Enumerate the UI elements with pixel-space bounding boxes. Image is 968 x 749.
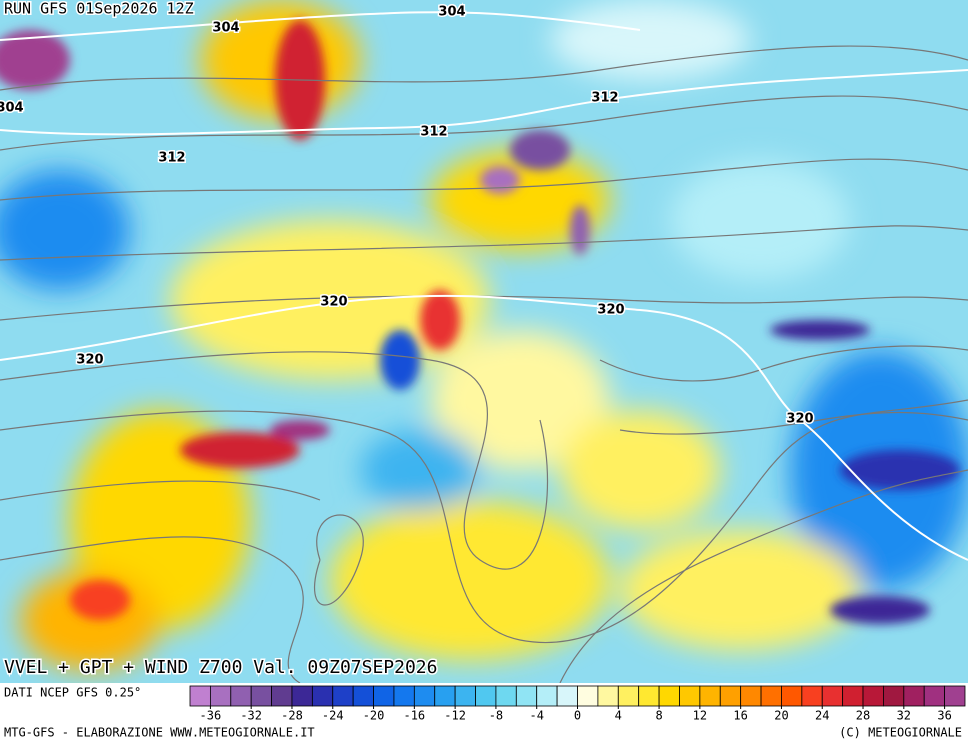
colorbar-box <box>271 685 293 707</box>
contour-label: 304 <box>438 5 465 20</box>
colorbar-box <box>842 685 864 707</box>
colorbar-box <box>209 685 232 707</box>
colorbar-box <box>495 685 517 707</box>
colorbar-box <box>352 685 374 707</box>
colorbar-box <box>760 685 782 707</box>
colorbar-box <box>230 685 252 707</box>
map-title: VVEL + GPT + WIND Z700 Val. 09Z07SEP2026 <box>4 657 437 678</box>
colorbar-tick-label: 8 <box>655 709 662 723</box>
colorbar-box <box>801 685 823 707</box>
colorbar-box <box>617 685 640 707</box>
colorbar-tick-label: 4 <box>615 709 622 723</box>
contour-label: 312 <box>591 91 618 106</box>
colorbar-box <box>944 685 966 707</box>
colorbar-tick-label: -32 <box>240 709 262 723</box>
colorbar-tick-label: 20 <box>774 709 788 723</box>
colorbar-box <box>658 685 680 707</box>
colorbar-tick-label: 24 <box>815 709 829 723</box>
colorbar-tick-label: -24 <box>322 709 344 723</box>
colorbar-box <box>536 685 558 707</box>
colorbar-box <box>311 685 334 707</box>
streamlines <box>0 45 968 683</box>
contour-label: 304 <box>0 101 24 116</box>
colorbar-box <box>291 685 313 707</box>
colorbar-tick-label: -20 <box>363 709 385 723</box>
colorbar-box <box>638 685 660 707</box>
contour-label: 312 <box>420 125 447 140</box>
colorbar-tick-label: 16 <box>733 709 747 723</box>
colorbar-tick-label: -4 <box>529 709 543 723</box>
colorbar-box <box>250 685 272 707</box>
colorbar-box <box>434 685 456 707</box>
colorbar-tick-label: -28 <box>281 709 303 723</box>
colorbar-box <box>475 685 497 707</box>
colorbar-box <box>699 685 721 707</box>
colorbar-box <box>740 685 762 707</box>
contour-label: 320 <box>597 303 624 318</box>
colorbar-box <box>413 685 436 707</box>
data-source: DATI NCEP GFS 0.25° <box>4 686 141 700</box>
colorbar-box <box>373 685 395 707</box>
colorbar-box <box>719 685 742 707</box>
colorbar-box <box>679 685 701 707</box>
colorbar-box <box>862 685 884 707</box>
contour-label: 320 <box>320 295 347 310</box>
footer-right: (C) METEOGIORNALE <box>839 726 962 740</box>
colorbar-tick-label: -8 <box>489 709 503 723</box>
colorbar-tick-label: 36 <box>937 709 951 723</box>
run-label: RUN GFS 01Sep2026 12Z <box>4 0 194 18</box>
colorbar-box <box>332 685 354 707</box>
contour-label: 304 <box>212 21 239 36</box>
colorbar-box <box>883 685 905 707</box>
colorbar-tick-label: 32 <box>897 709 911 723</box>
contour-label: 312 <box>158 151 185 166</box>
contour-label: 320 <box>76 353 103 368</box>
colorbar-box <box>923 685 946 707</box>
colorbar-box <box>189 685 211 707</box>
colorbar-tick-label: -16 <box>403 709 425 723</box>
colorbar-tick-label: 28 <box>856 709 870 723</box>
colorbar-tick-label: 12 <box>693 709 707 723</box>
map <box>0 0 968 683</box>
colorbar-box <box>393 685 415 707</box>
colorbar-box <box>556 685 578 707</box>
footer-left: MTG-GFS - ELABORAZIONE WWW.METEOGIORNALE… <box>4 726 315 740</box>
colorbar-box <box>515 685 538 707</box>
colorbar-box <box>577 685 599 707</box>
contours <box>0 11 968 561</box>
colorbar-box <box>597 685 619 707</box>
colorbar-tick-label: -36 <box>200 709 222 723</box>
colorbar-box <box>781 685 803 707</box>
colorbar-tick-label: -12 <box>444 709 466 723</box>
colorbar-box <box>821 685 844 707</box>
contour-label: 320 <box>786 412 813 427</box>
colorbar-box <box>454 685 476 707</box>
colorbar-box <box>903 685 925 707</box>
colorbar-tick-label: 0 <box>574 709 581 723</box>
